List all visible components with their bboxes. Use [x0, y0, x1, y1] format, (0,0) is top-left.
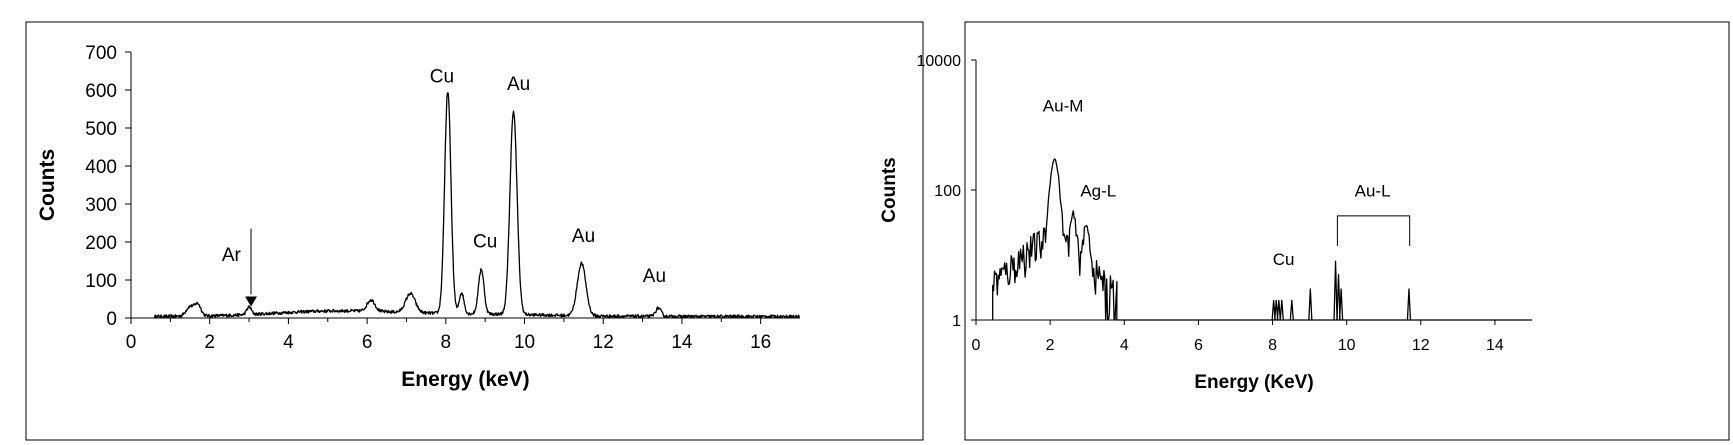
y-tick-label: 10000	[917, 53, 962, 70]
x-tick-label: 8	[441, 332, 452, 353]
y-tick-label: 100	[934, 183, 961, 200]
y-axis-title: Counts	[36, 149, 59, 221]
peak-label: Au	[572, 226, 595, 247]
x-tick-label: 6	[1194, 337, 1203, 354]
spectrum-spike	[1308, 288, 1313, 321]
x-tick-label: 14	[671, 332, 693, 353]
spectrum-spike	[1276, 299, 1281, 321]
y-axis-title: Counts	[879, 157, 900, 222]
peak-label: Au-M	[1043, 97, 1084, 116]
y-tick-label: 300	[85, 195, 117, 216]
spectrum-spike	[1336, 273, 1341, 321]
x-tick-label: 10	[1338, 337, 1356, 354]
x-tick-label: 10	[514, 332, 535, 353]
ar-arrow-head	[245, 296, 258, 307]
right-chart-frame	[964, 21, 1730, 441]
x-tick-label: 12	[1412, 337, 1430, 354]
spectrum-spike	[1338, 288, 1344, 321]
y-tick-label: 600	[85, 81, 117, 102]
au-l-bracket	[1336, 215, 1411, 246]
peak-label: Cu	[1273, 250, 1295, 269]
spectrum-spike	[1289, 299, 1294, 321]
x-tick-label: 2	[1046, 337, 1055, 354]
x-tick-label: 0	[972, 337, 981, 354]
x-tick-label: 6	[362, 332, 373, 353]
y-tick-label: 500	[85, 119, 117, 140]
spectrum-spike	[1279, 299, 1284, 321]
peak-label: Cu	[430, 66, 454, 87]
x-tick-label: 4	[1120, 337, 1129, 354]
left-chart: 0 100 200 300 400 500 600 700 0 2 4 6 8 10 12 14 16 Energ…	[36, 43, 800, 391]
y-tick-label: 0	[106, 309, 117, 330]
peak-label: Au	[643, 266, 666, 287]
right-chart: 1 100 10000 0 2 4 6 8 10 12 14 Energy (KeV) Counts Au…	[879, 53, 1532, 393]
x-axis-title: Energy (KeV)	[1194, 372, 1313, 393]
x-tick-label: 2	[204, 332, 215, 353]
x-tick-label: 16	[750, 332, 771, 353]
y-tick-label: 100	[85, 271, 117, 292]
y-tick-label: 700	[85, 43, 117, 64]
x-tick-label: 14	[1486, 337, 1504, 354]
peak-label: Cu	[473, 232, 497, 253]
x-tick-label: 12	[593, 332, 614, 353]
peak-label: Ar	[222, 245, 242, 266]
spectrum-trace	[153, 92, 800, 319]
peak-label: Ag-L	[1080, 181, 1116, 200]
peak-label: Au	[507, 74, 530, 95]
y-tick-label: 400	[85, 157, 117, 178]
peak-label: Au-L	[1355, 181, 1391, 200]
x-tick-label: 8	[1268, 337, 1277, 354]
y-tick-label: 1	[952, 313, 961, 330]
x-axis-title: Energy (keV)	[401, 368, 529, 391]
left-chart-frame	[25, 21, 924, 441]
x-tick-label: 4	[283, 332, 294, 353]
y-tick-label: 200	[85, 233, 117, 254]
spectrum-spike	[1333, 260, 1338, 321]
spectrum-spike	[1406, 288, 1412, 321]
spectrum-trace	[992, 158, 1532, 321]
x-tick-label: 0	[126, 332, 137, 353]
